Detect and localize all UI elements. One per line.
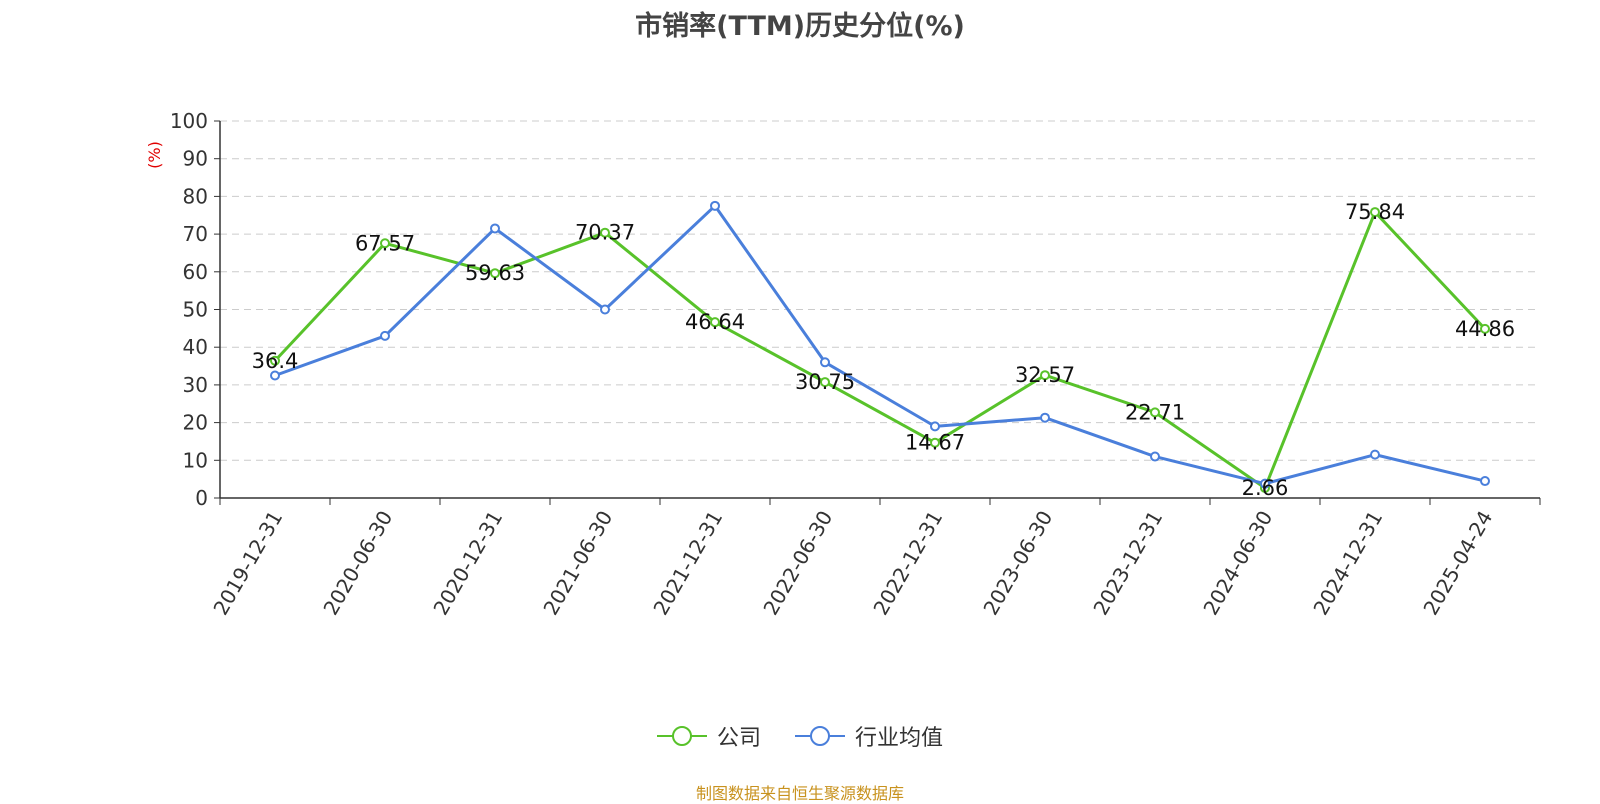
y-tick-label-50: 50 xyxy=(183,298,208,322)
series-0-point-4 xyxy=(710,317,720,328)
data-label-0: 36.4 xyxy=(252,349,299,373)
series-0-point-6 xyxy=(930,437,940,448)
x-tick-label-1: 2020-06-30 xyxy=(318,507,397,620)
series-1-point-3 xyxy=(600,304,610,315)
data-labels: 36.4 67.57 59.63 70.37 46.64 30.75 14.67 32.57 2… xyxy=(252,200,1515,500)
legend-industry-label: 行业均值 xyxy=(855,726,944,751)
data-label-8: 22.71 xyxy=(1125,400,1185,424)
series-0-point-7 xyxy=(1040,370,1050,381)
legend-industry-icon xyxy=(795,726,845,746)
series-1-point-10 xyxy=(1370,449,1380,460)
y-tick-label-70: 70 xyxy=(183,222,208,246)
series-0-point-5 xyxy=(820,377,830,388)
series-1-point-9 xyxy=(1260,478,1270,489)
series-0-point-8 xyxy=(1150,407,1160,418)
data-label-6: 14.67 xyxy=(905,431,965,455)
x-tick-label-7: 2023-06-30 xyxy=(978,507,1057,620)
y-tick-label-0: 0 xyxy=(195,486,208,510)
y-tick-label-60: 60 xyxy=(183,260,208,284)
y-tick-label-90: 90 xyxy=(183,147,208,171)
series-1-point-6 xyxy=(930,421,940,432)
axes: 0 10 20 30 40 50 60 70 80 90 100 2019-12-31 2020-06-… xyxy=(170,109,1541,620)
series-line-0 xyxy=(273,210,1487,490)
series-0-point-3 xyxy=(600,227,610,238)
legend-company-label: 公司 xyxy=(716,726,761,751)
data-label-1: 67.57 xyxy=(355,231,415,255)
x-tick-label-5: 2022-06-30 xyxy=(758,507,837,620)
data-label-10: 75.84 xyxy=(1345,200,1405,224)
series-0-point-1 xyxy=(380,238,390,249)
series-line-1 xyxy=(274,204,1486,486)
data-label-2: 59.63 xyxy=(465,261,525,285)
y-tick-label-40: 40 xyxy=(183,335,208,359)
data-label-11: 44.86 xyxy=(1455,317,1515,341)
x-tick-label-2: 2020-12-31 xyxy=(428,507,507,620)
x-tick-label-3: 2021-06-30 xyxy=(538,507,617,620)
y-tick-label-100: 100 xyxy=(170,109,208,133)
x-tick-label-8: 2023-12-31 xyxy=(1088,507,1167,620)
series-0-point-10 xyxy=(1370,207,1380,218)
data-label-9: 2.66 xyxy=(1242,476,1289,500)
data-source-note: 制图数据来自恒生聚源数据库 xyxy=(695,784,904,803)
series-1-point-1 xyxy=(380,330,390,341)
series-1-point-8 xyxy=(1150,451,1160,462)
chart-title: 市销率(TTM)历史分位(%) xyxy=(635,11,965,42)
grid-lines xyxy=(220,120,1540,461)
legend: 公司 行业均值 xyxy=(0,720,1600,752)
series-1-point-4 xyxy=(710,200,720,211)
series-0-point-2 xyxy=(490,268,500,279)
data-label-5: 30.75 xyxy=(795,370,855,394)
series-1-point-0 xyxy=(270,370,280,381)
series-1-point-5 xyxy=(820,357,830,368)
x-tick-label-6: 2022-12-31 xyxy=(868,507,947,620)
legend-item-industry[interactable]: 行业均值 xyxy=(795,720,943,752)
y-tick-label-30: 30 xyxy=(183,373,208,397)
y-tick-label-20: 20 xyxy=(183,411,208,435)
x-tick-label-11: 2025-04-24 xyxy=(1418,507,1497,620)
x-tick-label-0: 2019-12-31 xyxy=(208,507,287,620)
series-0-point-0 xyxy=(270,355,280,366)
series-1-point-2 xyxy=(490,223,500,234)
series-0-point-11 xyxy=(1480,323,1490,334)
data-label-7: 32.57 xyxy=(1015,363,1075,387)
data-label-4: 46.64 xyxy=(685,310,745,334)
x-tick-label-4: 2021-12-31 xyxy=(648,507,727,620)
y-tick-label-80: 80 xyxy=(183,184,208,208)
y-tick-label-10: 10 xyxy=(183,448,208,472)
legend-company-icon xyxy=(656,726,707,746)
legend-item-company[interactable]: 公司 xyxy=(656,720,761,752)
series-lines xyxy=(270,200,1490,493)
y-axis-label: (%) xyxy=(145,141,164,169)
x-tick-label-9: 2024-06-30 xyxy=(1198,507,1277,620)
x-tick-label-10: 2024-12-31 xyxy=(1308,507,1387,620)
data-label-3: 70.37 xyxy=(575,221,635,245)
series-1-point-11 xyxy=(1480,476,1490,487)
series-1-point-7 xyxy=(1040,412,1050,423)
